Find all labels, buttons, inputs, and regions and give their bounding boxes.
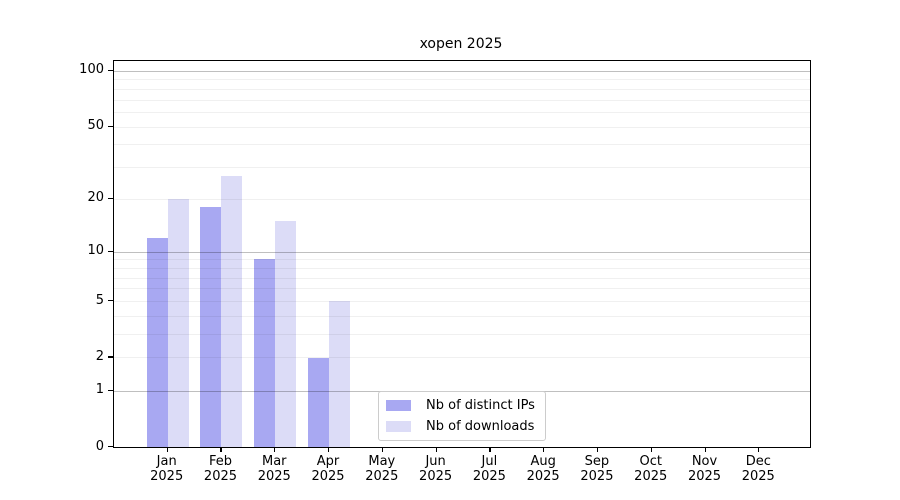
gridline-minor [114,315,810,317]
y-axis-tick [108,125,113,127]
chart-title: xopen 2025 [419,36,503,52]
y-axis-tick [108,356,113,358]
gridline-minor [114,144,810,146]
legend-patch-downloads [386,421,411,432]
gridline-minor [114,79,810,81]
y-tick-label: 0 [95,438,104,454]
x-tick-label: Jan 2025 [150,454,184,484]
gridline-minor [114,126,810,128]
bar-distinct-ips [146,238,168,447]
x-tick-label: Aug 2025 [526,454,560,484]
x-tick-label: Sep 2025 [580,454,614,484]
x-axis-tick [704,447,706,453]
gridline-major [114,70,810,72]
x-axis-tick [489,447,491,453]
legend-label: Nb of distinct IPs [426,398,535,413]
gridline-minor [114,99,810,101]
x-axis-tick [381,447,383,453]
x-axis-tick [328,447,330,453]
legend-label: Nb of downloads [426,419,535,434]
legend: Nb of distinct IPs Nb of downloads [378,391,546,441]
x-tick-label: Apr 2025 [311,454,345,484]
x-tick-label: Mar 2025 [257,454,291,484]
y-axis-tick [108,389,113,391]
x-tick-label: Jun 2025 [419,454,453,484]
bar-distinct-ips [200,207,222,447]
x-axis-tick [596,447,599,453]
y-tick-label: 10 [87,243,104,259]
x-axis-tick [220,447,222,453]
bar-distinct-ips [308,357,330,447]
bar-downloads [275,221,297,447]
bar-downloads [167,198,189,447]
x-axis-tick [435,447,437,453]
x-axis-tick [758,447,760,453]
x-axis-tick [543,447,545,453]
gridline-minor [114,288,810,290]
x-tick-label: Jul 2025 [472,454,506,484]
y-axis-tick [108,250,113,252]
gridline-minor [114,301,810,303]
legend-row: Nb of distinct IPs [386,398,535,413]
y-tick-label: 1 [95,382,104,398]
gridline-minor [114,357,810,359]
legend-patch-distinct-ips [386,400,411,411]
gridline-minor [114,277,810,279]
bar-distinct-ips [254,259,276,447]
y-axis-tick [108,446,113,448]
bar-downloads [221,175,243,447]
y-tick-label: 50 [87,118,104,134]
x-axis-tick [166,447,168,453]
x-tick-label: Nov 2025 [687,454,722,484]
y-axis-tick [108,197,113,200]
gridline-minor [114,334,810,336]
y-tick-label: 20 [87,190,104,206]
legend-row: Nb of downloads [386,419,535,434]
x-tick-label: Oct 2025 [634,454,668,484]
plot-area [113,60,811,448]
y-axis-tick [108,69,113,72]
gridline-minor [114,259,810,261]
gridline-major [114,251,810,253]
y-tick-label: 2 [95,348,104,364]
y-axis-tick [108,300,113,302]
bar-downloads [329,301,351,447]
gridline-minor [114,267,810,269]
gridline-minor [114,198,810,200]
x-axis-tick [650,447,652,453]
x-axis-tick [274,447,276,453]
y-tick-label: 5 [95,292,104,308]
x-tick-label: Dec 2025 [741,454,775,484]
gridline-minor [114,88,810,90]
x-tick-label: Feb 2025 [203,454,238,484]
gridline-minor [114,167,810,169]
y-tick-label: 100 [79,62,104,78]
x-tick-label: May 2025 [365,454,399,484]
gridline-minor [114,112,810,114]
